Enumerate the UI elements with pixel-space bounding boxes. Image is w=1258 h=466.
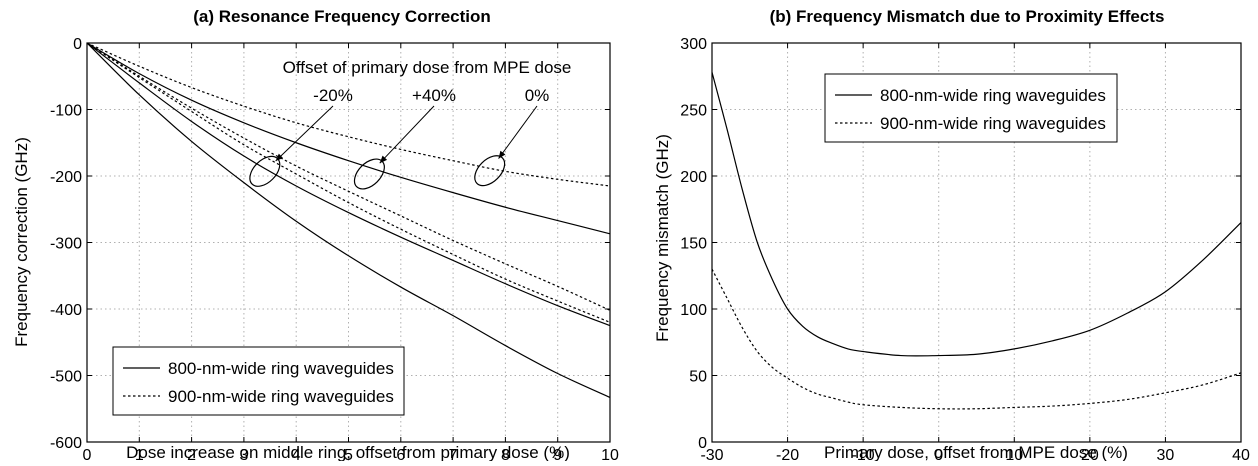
y-tick-label: -400 (50, 302, 82, 319)
x-tick-label: 7 (449, 447, 458, 461)
x-tick-label: 8 (501, 447, 510, 461)
x-tick-label: 0 (83, 447, 92, 461)
x-tick-label: 6 (396, 447, 405, 461)
series-line-minus20pct-dotted (86, 42, 611, 323)
y-tick-label: -300 (50, 236, 82, 253)
chart-a-frame (86, 42, 611, 443)
y-tick-label: 50 (689, 369, 707, 386)
series-line-0pct-dotted (86, 42, 611, 187)
x-tick-label: 2 (187, 447, 196, 461)
chart-a-legend-label-900: 900-nm-wide ring waveguides (168, 387, 394, 406)
series-line-dotted (711, 268, 1242, 410)
annotation-arrow (498, 105, 538, 159)
chart-b-title: (b) Frequency Mismatch due to Proximity … (770, 7, 1165, 26)
x-tick-label: 10 (1005, 447, 1023, 461)
annotation-arrow (275, 105, 334, 162)
series-line-plus40pct-dotted (86, 42, 611, 311)
chart-a-legend: 800-nm-wide ring waveguides 900-nm-wide … (112, 346, 405, 416)
chart-b-series (711, 72, 1242, 410)
annotation-label-plus-40: +40% (412, 86, 456, 105)
chart-a-title: (a) Resonance Frequency Correction (193, 7, 491, 26)
chart-a-ticks: 0 1 2 3 4 5 6 7 8 9 10 0 -100 -200 -300 -400 -500 -600 (50, 36, 619, 464)
chart-b-grid (712, 43, 1241, 442)
x-tick-label: 9 (553, 447, 562, 461)
y-tick-label: 200 (680, 169, 707, 186)
chart-a-y-axis-label: Frequency correction (GHz) (12, 137, 31, 347)
annotation-label-0: 0% (525, 86, 550, 105)
chart-a-annotations: Offset of primary dose from MPE dose -20… (249, 58, 572, 190)
x-tick-label: -10 (852, 447, 875, 461)
annotation-arrow (379, 105, 435, 164)
chart-a-legend-label-800: 800-nm-wide ring waveguides (168, 359, 394, 378)
chart-b-legend-box (824, 73, 1118, 143)
y-tick-label: -200 (50, 169, 82, 186)
chart-a-legend-box (112, 346, 405, 416)
annotation-arrowhead (379, 155, 388, 164)
y-tick-label: 300 (680, 36, 707, 53)
annotation-label-minus-20: -20% (313, 86, 353, 105)
chart-resonance-frequency-correction: (a) Resonance Frequency Correction 0 1 2 3 4… (12, 7, 619, 464)
y-tick-label: -100 (50, 103, 82, 120)
x-tick-label: 0 (934, 447, 943, 461)
chart-frequency-mismatch: (b) Frequency Mismatch due to Proximity … (653, 7, 1250, 464)
chart-b-y-axis-label: Frequency mismatch (GHz) (653, 134, 672, 342)
x-tick-label: 20 (1081, 447, 1099, 461)
y-tick-label: 0 (73, 36, 82, 53)
annotation-header: Offset of primary dose from MPE dose (283, 58, 572, 77)
y-tick-label: 0 (698, 435, 707, 452)
chart-a-series (86, 42, 611, 398)
series-line-minus20pct-solid (86, 42, 611, 398)
x-tick-label: 5 (344, 447, 353, 461)
chart-b-legend-label-800: 800-nm-wide ring waveguides (880, 86, 1106, 105)
y-tick-label: 250 (680, 103, 707, 120)
annotation-ellipse (474, 155, 506, 187)
x-tick-label: 4 (292, 447, 301, 461)
series-line-0pct-solid (86, 42, 611, 235)
y-tick-label: -500 (50, 369, 82, 386)
annotation-arrowhead (498, 150, 506, 159)
series-line-plus40pct-solid (86, 42, 611, 327)
y-tick-label: 150 (680, 236, 707, 253)
series-line-solid (711, 72, 1242, 357)
x-tick-label: 1 (135, 447, 144, 461)
chart-a-x-axis-label: Dose increase on middle ring, offset fro… (126, 443, 570, 461)
annotation-arrowhead (275, 153, 284, 161)
x-tick-label: 3 (239, 447, 248, 461)
x-tick-label: -30 (700, 447, 723, 461)
y-tick-label: -600 (50, 435, 82, 452)
y-tick-label: 100 (680, 302, 707, 319)
chart-b-legend-label-900: 900-nm-wide ring waveguides (880, 114, 1106, 133)
chart-b-ticks: -30 -20 -10 0 10 20 30 40 0 50 100 150 200 250 300 (680, 36, 1250, 464)
x-tick-label: 10 (601, 447, 619, 461)
chart-b-legend: 800-nm-wide ring waveguides 900-nm-wide … (824, 73, 1118, 143)
x-tick-label: -20 (776, 447, 799, 461)
x-tick-label: 40 (1232, 447, 1250, 461)
x-tick-label: 30 (1157, 447, 1175, 461)
chart-b-frame (711, 42, 1242, 443)
chart-b-x-axis-label: Primary dose, offset from MPE dose (%) (824, 443, 1128, 461)
